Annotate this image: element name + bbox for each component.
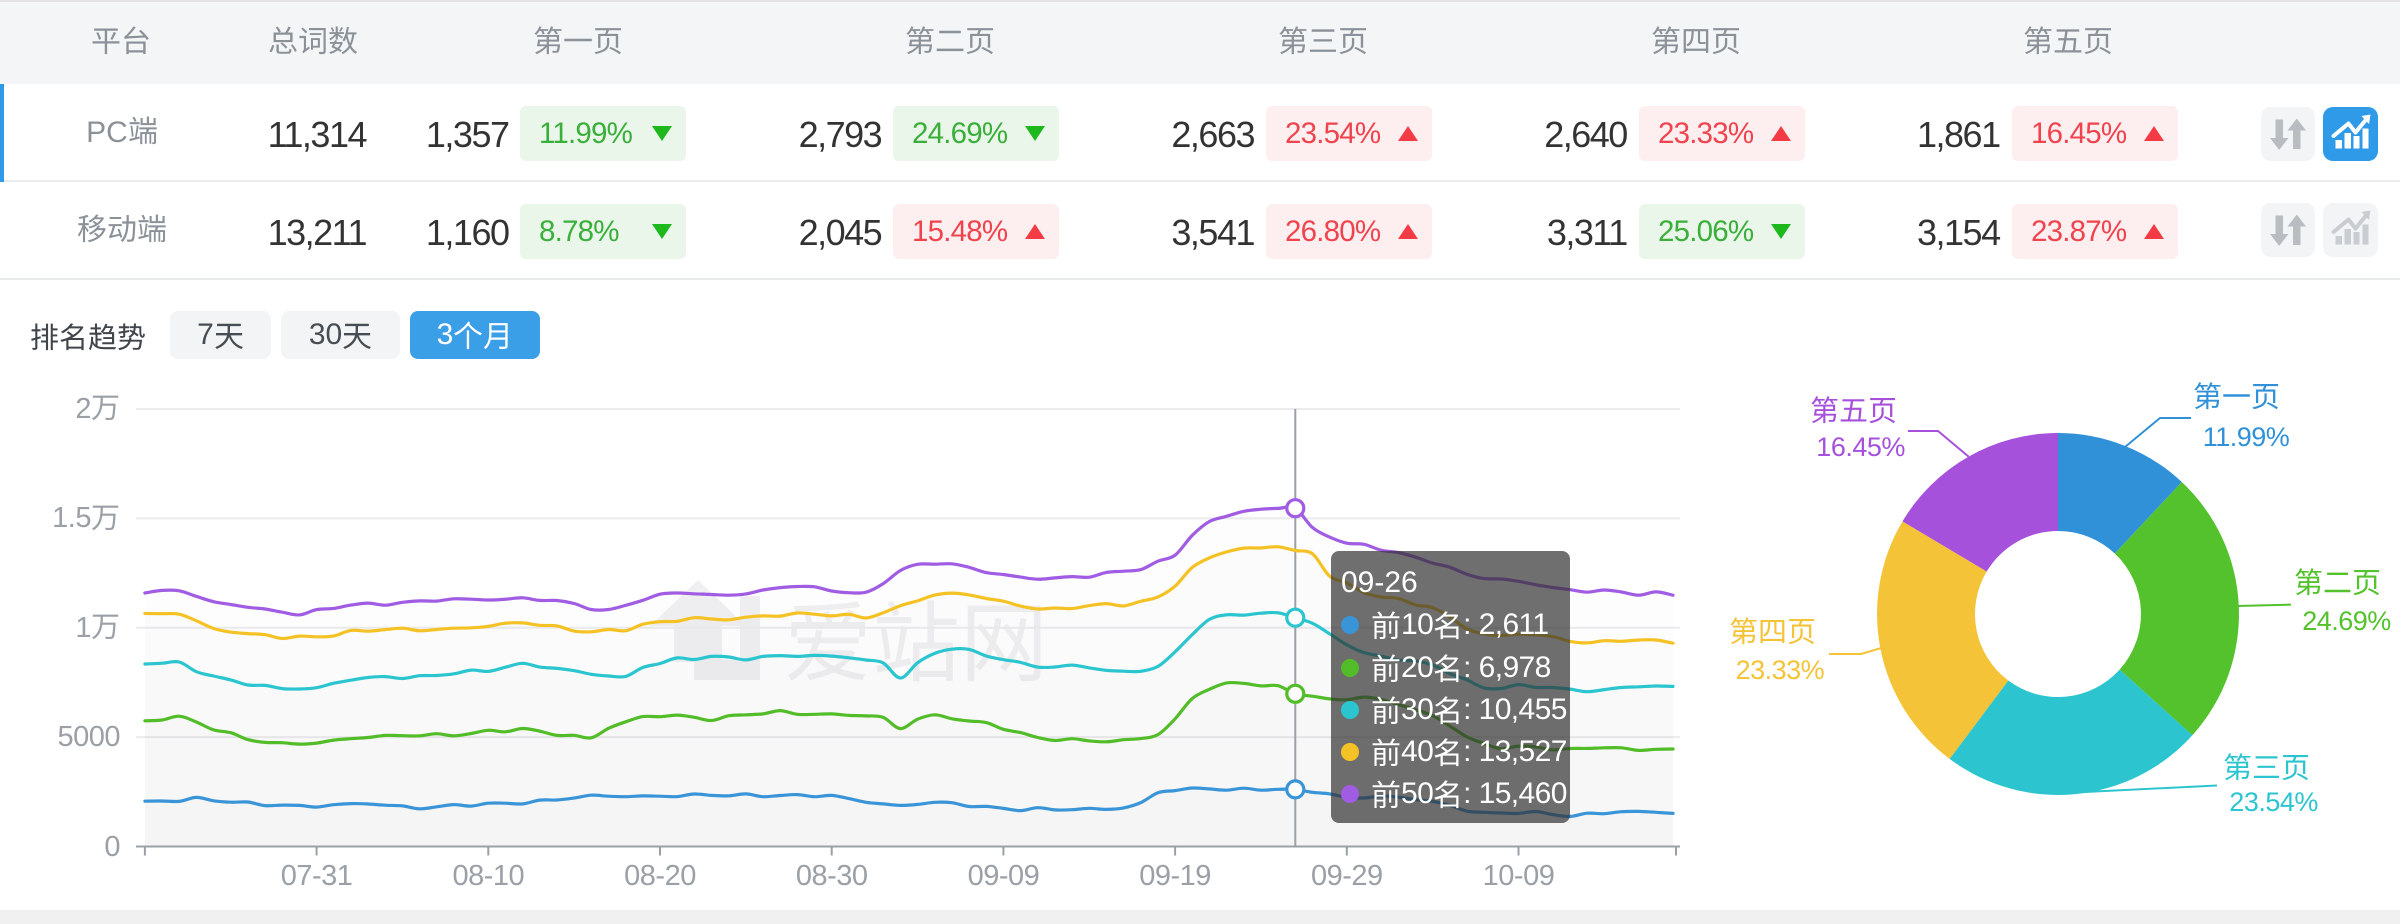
svg-text:08-30: 08-30 [796, 860, 868, 892]
svg-text:07-31: 07-31 [281, 860, 353, 892]
svg-text:09-29: 09-29 [1311, 860, 1383, 892]
svg-text:09-09: 09-09 [968, 860, 1040, 892]
svg-text:10-09: 10-09 [1483, 860, 1555, 892]
svg-text:08-20: 08-20 [624, 860, 696, 892]
svg-text:08-10: 08-10 [452, 860, 524, 892]
svg-text:09-19: 09-19 [1139, 860, 1211, 892]
